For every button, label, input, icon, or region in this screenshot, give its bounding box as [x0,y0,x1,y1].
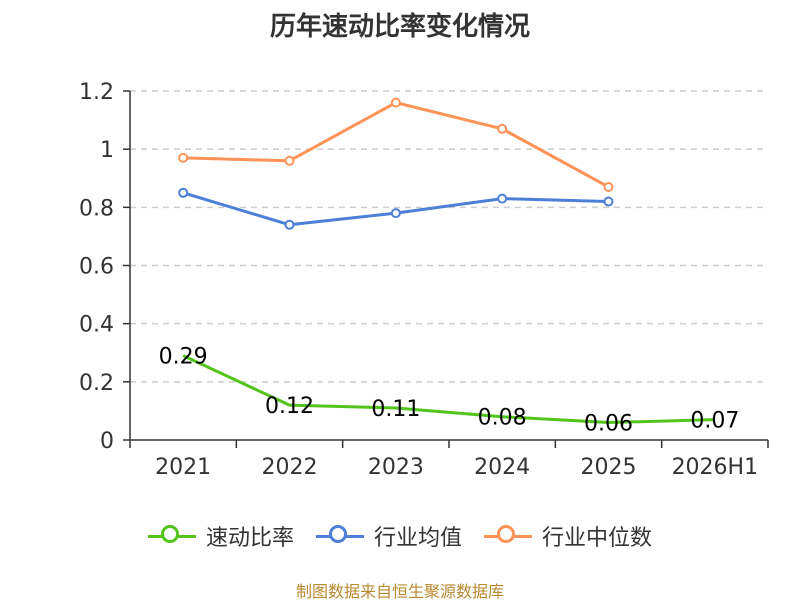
legend-item-industry-mean[interactable]: 行业均值 [315,520,462,552]
data-label: 0.06 [584,412,633,437]
data-point [178,187,189,198]
legend: 速动比率 行业均值 行业中位数 [0,520,800,552]
y-tick-label: 1 [100,138,114,163]
data-point [284,219,295,230]
y-tick-label: 1.2 [79,80,114,105]
data-label: 0.29 [159,345,208,370]
chart-title: 历年速动比率变化情况 [269,12,530,42]
x-tick-label: 2021 [155,455,211,480]
y-tick-label: 0.4 [79,313,114,338]
x-tick-label: 2025 [581,455,637,480]
data-point [603,196,614,207]
x-tick-label: 2024 [474,455,530,480]
data-label: 0.12 [265,394,314,419]
series-line [182,354,715,425]
source-note: 制图数据来自恒生聚源数据库 [295,582,504,601]
x-tick-label: 2023 [368,455,424,480]
data-point [284,155,295,166]
y-tick-label: 0.6 [79,255,114,280]
data-point [178,152,189,163]
x-tick-label: 2022 [262,455,318,480]
legend-label: 行业均值 [373,526,462,551]
legend-label: 行业中位数 [542,526,653,551]
y-tick-label: 0.8 [79,196,114,221]
data-label: 0.08 [478,406,527,431]
data-point [390,97,401,108]
legend-marker-icon [484,524,532,548]
data-point [497,123,508,134]
x-tick-label: 2026H1 [672,455,759,480]
y-tick-label: 0.2 [79,371,114,396]
legend-item-industry-median[interactable]: 行业中位数 [484,520,652,552]
legend-label: 速动比率 [205,526,294,551]
data-label: 0.11 [371,397,420,422]
data-label: 0.07 [690,409,739,434]
data-point [497,193,508,204]
legend-marker-icon [147,524,196,548]
data-point [390,208,401,219]
legend-marker-icon [315,524,364,548]
series-line [183,101,610,189]
y-tick-label: 0 [100,429,114,454]
data-point [603,181,614,192]
legend-item-quick-ratio[interactable]: 速动比率 [147,520,294,552]
